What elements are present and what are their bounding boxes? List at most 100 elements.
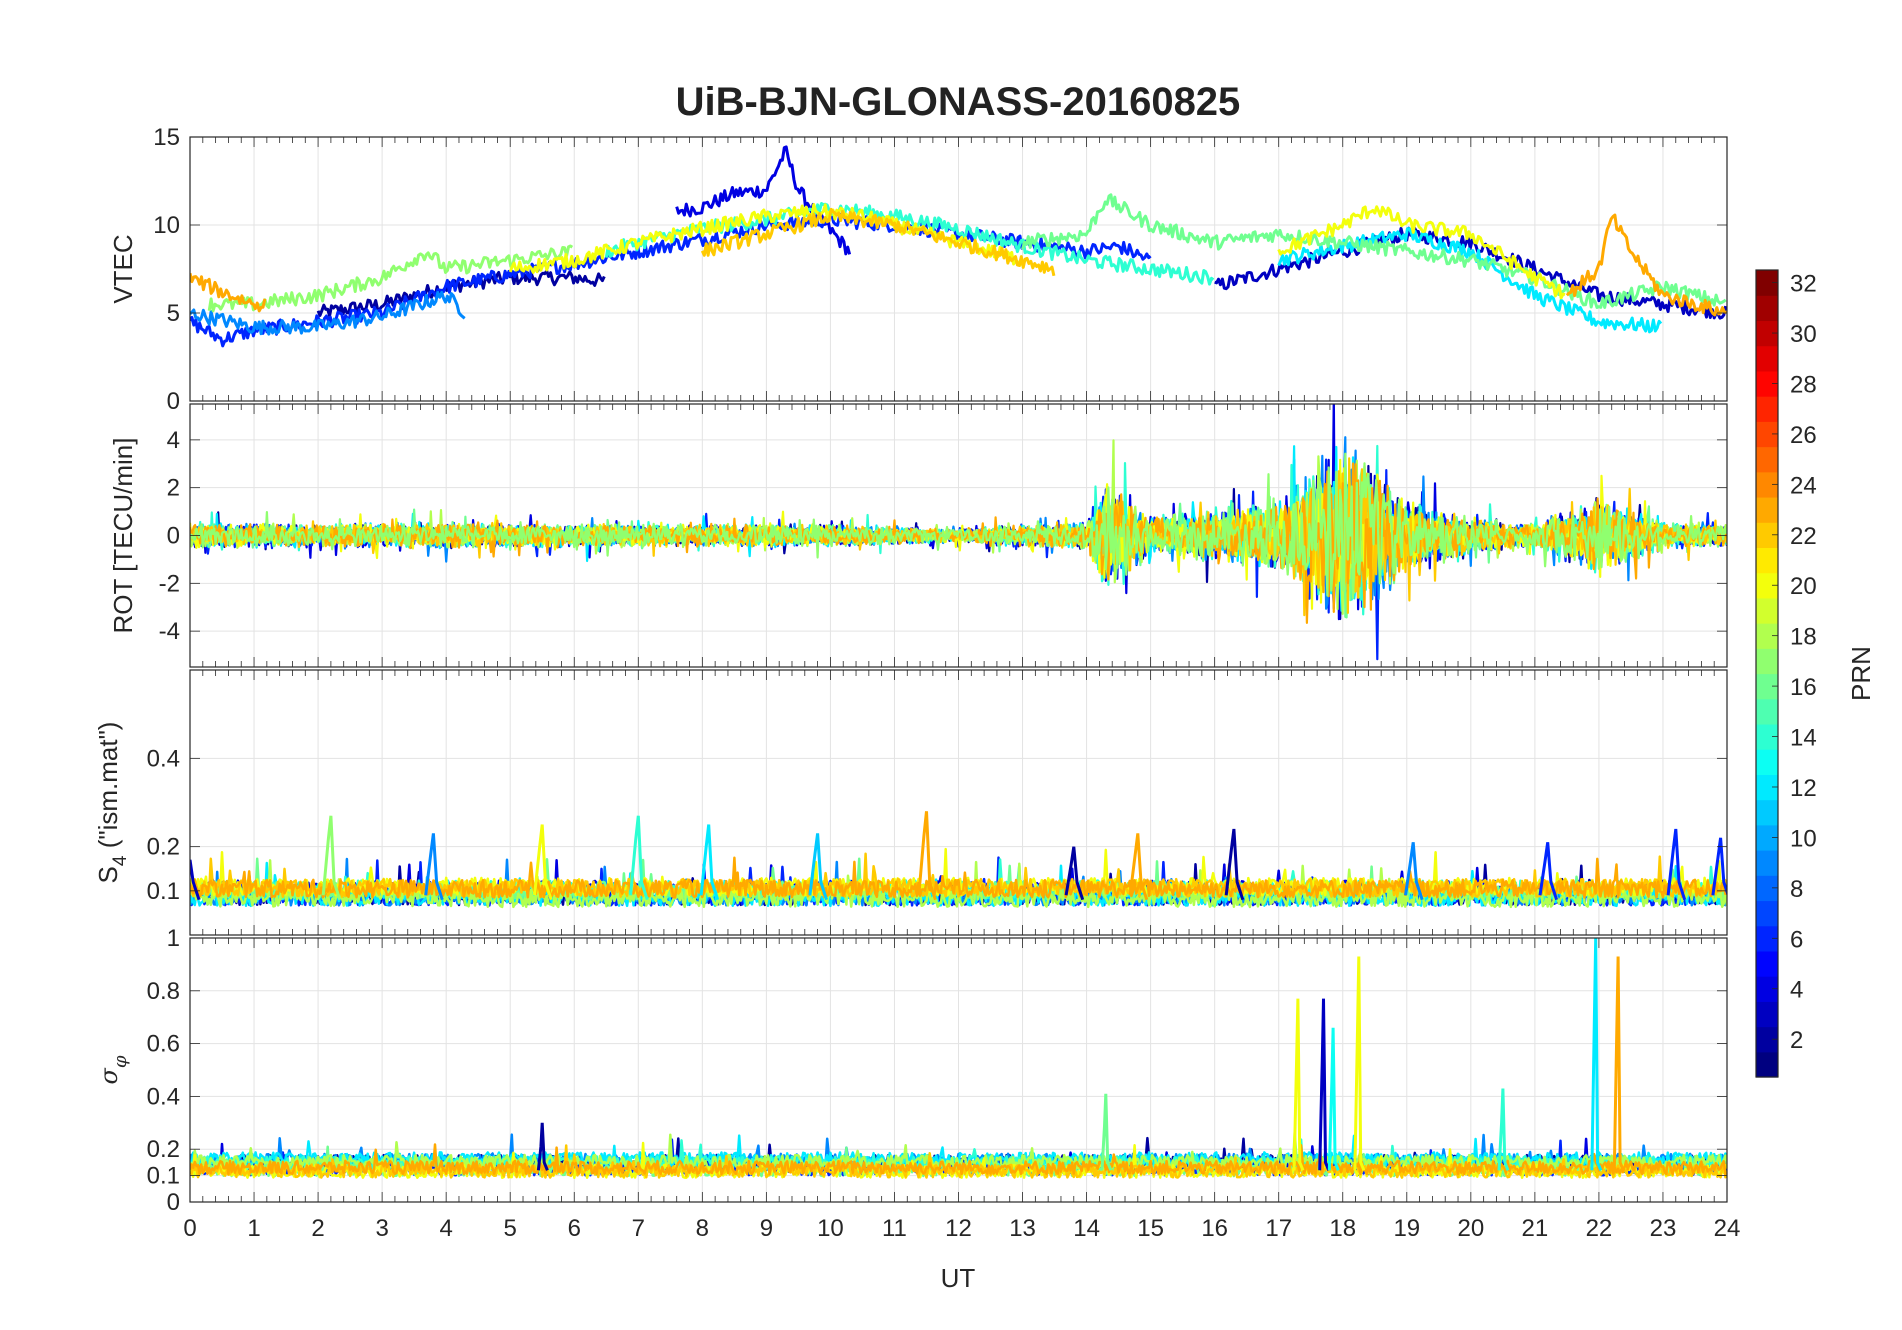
y-tick-label: -4 xyxy=(159,618,180,645)
colorbar-tick-label: 24 xyxy=(1790,472,1817,499)
y-tick-label: 10 xyxy=(153,212,180,239)
colorbar-swatch xyxy=(1756,1026,1778,1053)
sigphi-peak-line xyxy=(1292,998,1305,1171)
x-tick-label: 0 xyxy=(183,1215,196,1242)
sigphi-peak-line xyxy=(1100,1093,1113,1171)
s4-peak-line xyxy=(699,824,720,901)
s4-series-line xyxy=(190,856,1727,899)
colorbar-tick-label: 20 xyxy=(1790,573,1817,600)
x-tick-label: 23 xyxy=(1650,1215,1677,1242)
colorbar-tick-label: 14 xyxy=(1790,725,1817,752)
s4-peak-line xyxy=(424,833,444,901)
y-axis-label: S4 ("ism.mat") xyxy=(93,722,131,884)
colorbar-swatch xyxy=(1756,572,1778,599)
x-tick-label: 2 xyxy=(311,1215,324,1242)
vtec-series-line xyxy=(700,207,1056,277)
y-tick-label: 4 xyxy=(167,427,180,454)
colorbar-swatch xyxy=(1756,723,1778,750)
colorbar-swatch xyxy=(1756,850,1778,876)
y-axis-label: ROT [TECU/min] xyxy=(108,438,138,634)
rot-series-line xyxy=(190,452,1727,600)
colorbar-swatch xyxy=(1756,623,1778,649)
y-tick-label: 0.4 xyxy=(147,745,180,772)
x-tick-label: 19 xyxy=(1393,1215,1420,1242)
colorbar-swatch xyxy=(1756,698,1778,725)
vtec-series-line xyxy=(1277,205,1566,300)
colorbar-swatch xyxy=(1756,471,1778,498)
s4-peak-line xyxy=(1711,837,1727,897)
y-tick-label: 0.6 xyxy=(147,1031,180,1058)
sigphi-series-line xyxy=(190,1143,1727,1176)
x-tick-label: 20 xyxy=(1457,1215,1484,1242)
colorbar-swatch xyxy=(1756,1001,1778,1028)
sigphi-peak-line xyxy=(536,1122,549,1171)
colorbar-tick-label: 2 xyxy=(1790,1027,1803,1054)
colorbar-tick-label: 12 xyxy=(1790,775,1817,802)
data-layer xyxy=(190,938,1727,1179)
colorbar-swatch xyxy=(1756,950,1778,977)
colorbar-swatch xyxy=(1756,370,1778,397)
colorbar-swatch xyxy=(1756,446,1778,473)
vtec-series-line xyxy=(1565,213,1727,317)
data-layer xyxy=(190,404,1727,661)
data-layer xyxy=(190,811,1727,909)
s4-peak-line xyxy=(533,824,553,901)
s4-peak-line xyxy=(1128,833,1149,901)
colorbar-tick-label: 4 xyxy=(1790,977,1803,1004)
colorbar-swatch xyxy=(1756,824,1778,851)
colorbar-tick-label: 32 xyxy=(1790,271,1817,298)
colorbar-tick-label: 28 xyxy=(1790,371,1817,398)
x-axis-label: UT xyxy=(941,1263,976,1293)
x-tick-label: 22 xyxy=(1586,1215,1613,1242)
colorbar-swatch xyxy=(1756,673,1778,700)
colorbar-label: PRN xyxy=(1846,646,1876,701)
s4-peak-line xyxy=(629,815,649,901)
y-axis-label: VTEC xyxy=(108,234,138,303)
y-axis-label-part: ("ism.mat") xyxy=(93,722,123,856)
x-tick-label: 18 xyxy=(1329,1215,1356,1242)
colorbar-swatch xyxy=(1756,421,1778,448)
x-tick-label: 13 xyxy=(1009,1215,1036,1242)
x-tick-label: 16 xyxy=(1201,1215,1228,1242)
colorbar-tick-label: 10 xyxy=(1790,825,1817,852)
colorbar-swatch xyxy=(1756,396,1778,422)
colorbar-swatch xyxy=(1756,270,1778,296)
x-tick-label: 15 xyxy=(1137,1215,1164,1242)
colorbar-swatch xyxy=(1756,925,1778,952)
colorbar-tick-label: 6 xyxy=(1790,926,1803,953)
y-tick-label: 0.2 xyxy=(147,1136,180,1163)
vtec-series-line xyxy=(508,203,1023,274)
y-axis-label-part: S xyxy=(93,866,123,883)
s4-panel: 0.1 0.2 0.4 S4 ("ism.mat") xyxy=(93,669,1728,936)
vtec-series-line xyxy=(1277,227,1663,334)
colorbar-frame xyxy=(1755,269,1779,1078)
chart-title: UiB-BJN-GLONASS-20160825 xyxy=(676,80,1241,124)
x-tick-label: 3 xyxy=(375,1215,388,1242)
x-tick-label: 24 xyxy=(1714,1215,1741,1242)
s4-peak-line xyxy=(1666,828,1687,901)
y-tick-label: 0.4 xyxy=(147,1083,180,1110)
colorbar-swatch xyxy=(1756,799,1778,826)
y-axis-label: σφ xyxy=(95,1055,131,1084)
colorbar-swatch xyxy=(1756,597,1778,624)
x-tick-label: 5 xyxy=(504,1215,517,1242)
s4-peak-line xyxy=(190,859,201,901)
colorbar-swatch xyxy=(1756,774,1778,801)
y-tick-label: 0 xyxy=(167,388,180,415)
colorbar-tick-label: 8 xyxy=(1790,876,1803,903)
y-tick-label: 2 xyxy=(167,475,180,502)
x-tick-label: 11 xyxy=(882,1215,907,1242)
colorbar-swatch xyxy=(1756,749,1778,775)
s4-peak-line xyxy=(1224,828,1245,901)
y-axis-label-part: φ xyxy=(110,1055,131,1068)
colorbar-tick-label: 16 xyxy=(1790,674,1817,701)
x-tick-label: 21 xyxy=(1522,1215,1549,1242)
colorbar-swatch xyxy=(1756,900,1778,927)
y-tick-label: 0 xyxy=(167,523,180,550)
y-tick-label: 15 xyxy=(153,124,180,151)
y-axis-label-part: σ xyxy=(95,1068,123,1085)
s4-peak-line xyxy=(917,811,937,901)
x-tick-label: 17 xyxy=(1265,1215,1292,1242)
